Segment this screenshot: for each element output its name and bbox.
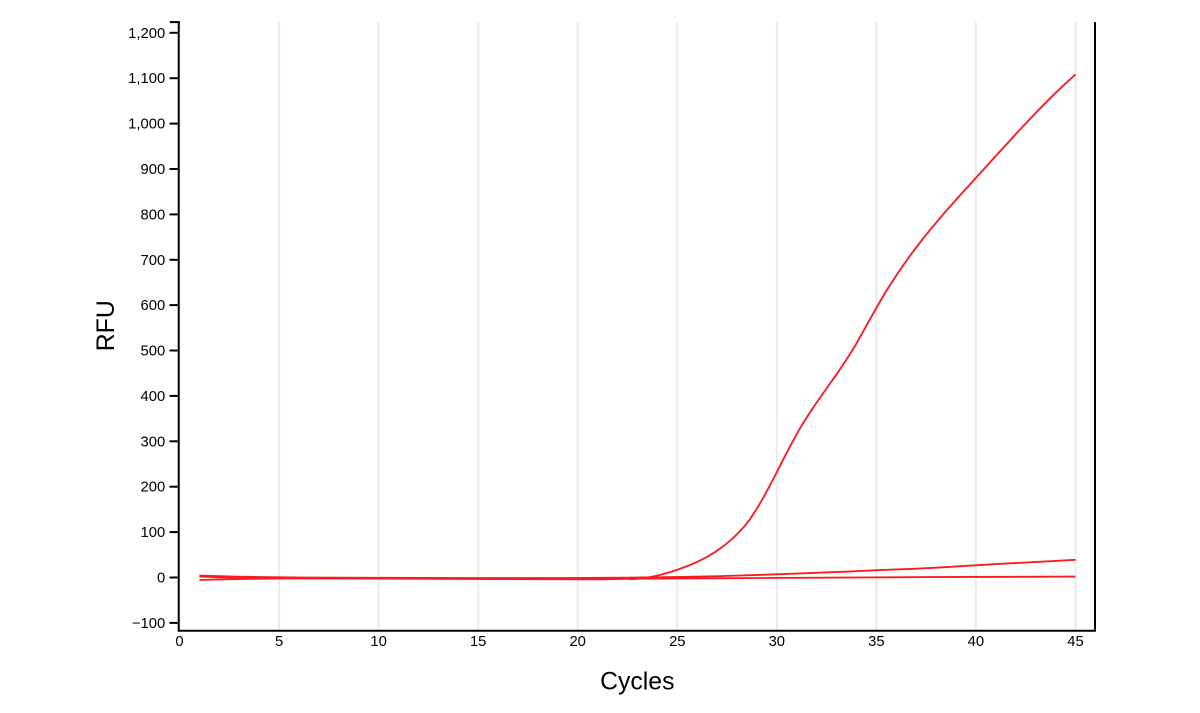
svg-text:0: 0 [157,571,165,587]
svg-text:25: 25 [669,634,685,650]
svg-text:−100: −100 [132,616,165,632]
svg-text:400: 400 [140,389,165,405]
svg-text:1,200: 1,200 [128,26,165,42]
svg-text:800: 800 [140,207,165,223]
svg-text:20: 20 [569,634,585,650]
svg-text:Cycles: Cycles [600,668,674,695]
svg-text:45: 45 [1067,634,1083,650]
svg-text:35: 35 [868,634,884,650]
svg-text:600: 600 [140,298,165,314]
svg-text:RFU: RFU [93,300,120,351]
svg-text:200: 200 [140,480,165,496]
svg-text:1,100: 1,100 [128,71,165,87]
svg-text:300: 300 [140,434,165,450]
svg-text:15: 15 [470,634,486,650]
svg-text:700: 700 [140,253,165,269]
svg-text:10: 10 [370,634,386,650]
svg-text:500: 500 [140,344,165,360]
svg-text:5: 5 [275,634,283,650]
svg-text:900: 900 [140,162,165,178]
svg-text:30: 30 [769,634,785,650]
svg-text:40: 40 [968,634,984,650]
svg-text:0: 0 [175,634,183,650]
svg-text:100: 100 [140,525,165,541]
svg-text:1,000: 1,000 [128,117,165,133]
